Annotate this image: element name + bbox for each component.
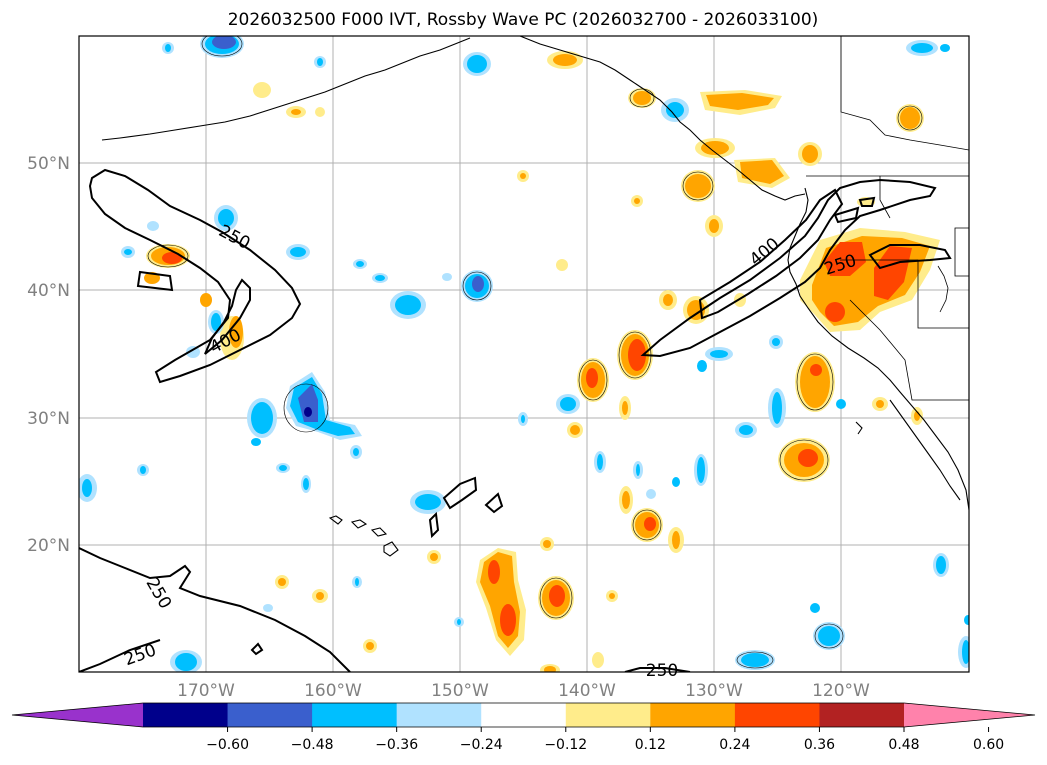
colorbar-segment (312, 703, 398, 727)
latitude-labels: 50°N 40°N 30°N 20°N (27, 154, 70, 556)
coastlines (101, 36, 969, 557)
colorbar-tick-label: 0.60 (973, 737, 1004, 753)
colorbar-tick-label: 0.12 (635, 737, 666, 753)
colorbar-extend-low (12, 703, 143, 727)
colorbar-tick-label: −0.36 (375, 737, 418, 753)
colorbar-segment (650, 703, 736, 727)
political-borders (806, 36, 969, 401)
lat-label-30n: 30°N (27, 409, 70, 429)
lon-label-170w: 170°W (177, 681, 235, 701)
colorbar-segment (396, 703, 482, 727)
colorbar-extend-high (904, 703, 1035, 727)
colorbar-tick-label: −0.60 (206, 737, 249, 753)
colorbar-outline (11, 702, 1036, 728)
colorbar-tick-label: −0.24 (460, 737, 503, 753)
colorbar-tick-label: −0.12 (544, 737, 587, 753)
negative-anomalies (79, 36, 969, 672)
colorbar-segment (734, 703, 820, 727)
colorbar-segment (819, 703, 905, 727)
map-panel: 250 400 250 400 250 250 250 (78, 35, 970, 681)
lat-label-40n: 40°N (27, 281, 70, 301)
ivt-contours (79, 168, 952, 672)
colorbar-segment (481, 703, 567, 727)
lon-label-130w: 130°W (685, 681, 743, 701)
colorbar-segment (227, 703, 313, 727)
positive-anomalies (144, 51, 940, 672)
colorbar-tick-label: 0.48 (888, 737, 919, 753)
colorbar-tick-label: 0.36 (804, 737, 835, 753)
pc-contour-outlines (147, 36, 923, 669)
lat-label-20n: 20°N (27, 536, 70, 556)
colorbar-tick-label: −0.48 (291, 737, 334, 753)
colorbar: −0.60 −0.48 −0.36 −0.24 −0.12 0.12 0.24 0.36 0.4… (11, 702, 1036, 753)
map-frame (78, 35, 970, 673)
lon-label-160w: 160°W (304, 681, 362, 701)
lat-label-50n: 50°N (27, 154, 70, 174)
colorbar-segment (143, 703, 229, 727)
lon-label-150w: 150°W (431, 681, 489, 701)
longitude-labels: 170°W 160°W 150°W 140°W 130°W 120°W (177, 681, 870, 701)
map-background (79, 36, 969, 672)
contour-label-250-bottom: 250 (646, 661, 678, 681)
lon-label-120w: 120°W (812, 681, 870, 701)
figure-title: 2026032500 F000 IVT, Rossby Wave PC (202… (228, 10, 819, 30)
colorbar-tick-label: 0.24 (719, 737, 750, 753)
colorbar-segment (565, 703, 651, 727)
lon-label-140w: 140°W (558, 681, 616, 701)
